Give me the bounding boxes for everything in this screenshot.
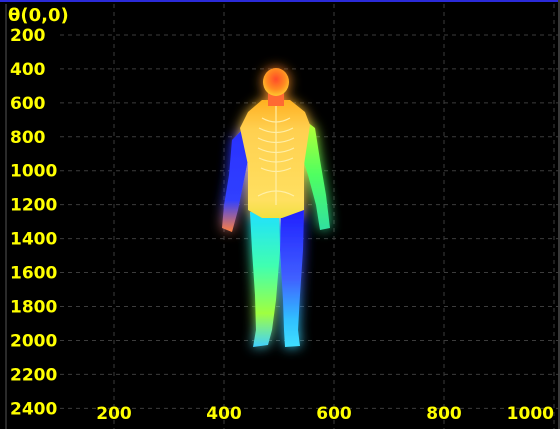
left-leg	[250, 212, 280, 347]
human-body-figure	[222, 68, 330, 347]
right-border	[558, 0, 560, 429]
y-tick-label: 400	[10, 60, 46, 80]
top-border	[0, 0, 560, 2]
y-tick-label: 1200	[10, 196, 57, 216]
y-tick-label: 800	[10, 128, 46, 148]
neck	[268, 92, 284, 106]
left-arm	[222, 126, 250, 232]
y-tick-label: 1800	[10, 297, 57, 317]
x-tick-label: 1000	[507, 404, 554, 424]
y-tick-label: 600	[10, 94, 46, 114]
right-leg	[280, 210, 304, 347]
torso	[240, 100, 310, 218]
right-arm	[300, 118, 330, 230]
y-tick-label: 1000	[10, 162, 57, 182]
y-axis-ticks: 200 400 600 800 1000 1200 1400 1600 1800 2000 2200…	[10, 26, 57, 419]
y-tick-label: 2400	[10, 399, 57, 419]
x-tick-label: 200	[96, 404, 132, 424]
y-tick-label: 1600	[10, 264, 57, 284]
y-tick-label: 1400	[10, 230, 57, 250]
y-tick-label: 200	[10, 26, 46, 46]
origin-label: θ(0,0)	[8, 5, 69, 26]
y-tick-label: 2000	[10, 331, 57, 351]
x-tick-label: 600	[316, 404, 352, 424]
x-tick-label: 800	[426, 404, 462, 424]
x-tick-label: 400	[206, 404, 242, 424]
head	[263, 68, 289, 96]
x-axis-ticks: 200 400 600 800 1000	[96, 404, 554, 424]
skeleton-overlay	[257, 104, 295, 205]
y-tick-label: 2200	[10, 365, 57, 385]
